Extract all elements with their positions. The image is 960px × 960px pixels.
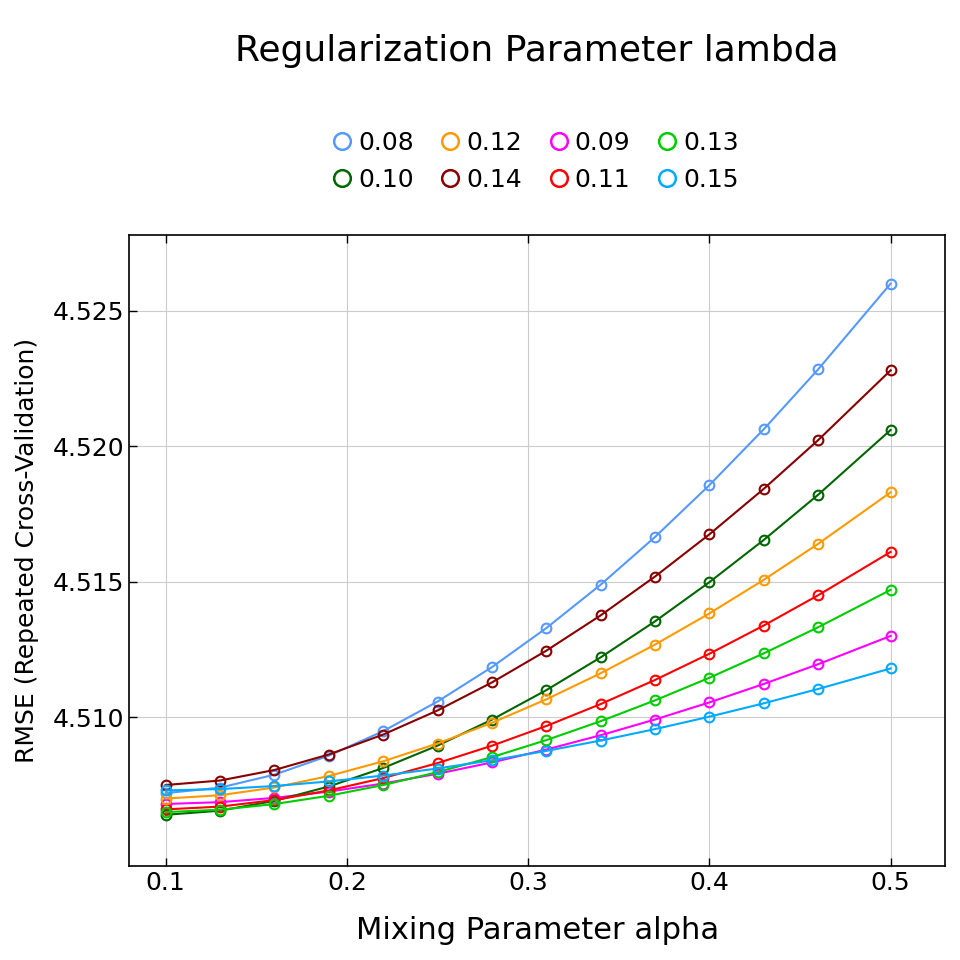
Title: Regularization Parameter lambda: Regularization Parameter lambda bbox=[235, 35, 839, 68]
Legend: 0.08, 0.10, 0.12, 0.14, 0.09, 0.11, 0.13, 0.15: 0.08, 0.10, 0.12, 0.14, 0.09, 0.11, 0.13… bbox=[325, 121, 749, 202]
Y-axis label: RMSE (Repeated Cross-Validation): RMSE (Repeated Cross-Validation) bbox=[15, 338, 39, 763]
X-axis label: Mixing Parameter alpha: Mixing Parameter alpha bbox=[355, 916, 719, 945]
